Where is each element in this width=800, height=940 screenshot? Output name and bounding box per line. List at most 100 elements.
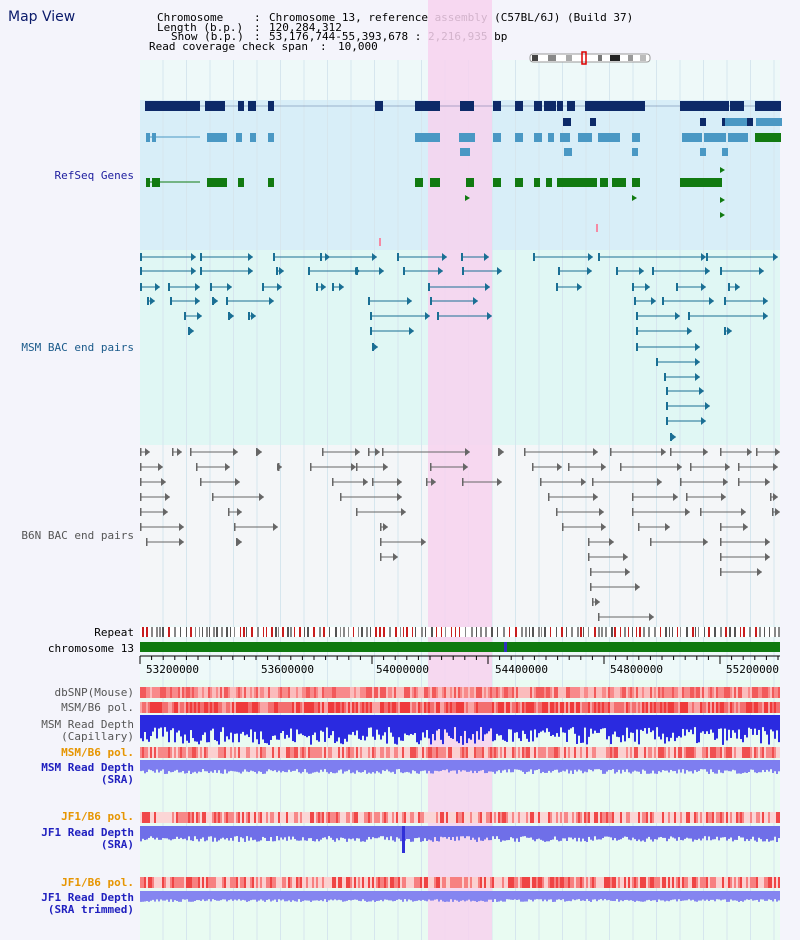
heat-cell bbox=[404, 877, 406, 888]
repeat-element bbox=[541, 627, 542, 637]
repeat-element bbox=[734, 627, 736, 637]
heat-cell bbox=[434, 877, 436, 888]
depth-bar bbox=[284, 891, 286, 902]
heat-cell bbox=[308, 877, 310, 888]
heat-cell bbox=[220, 747, 222, 758]
depth-bar bbox=[318, 891, 320, 901]
heat-cell bbox=[176, 877, 178, 888]
depth-bar bbox=[398, 826, 400, 839]
track-label-refseq[interactable]: RefSeq Genes bbox=[54, 169, 134, 182]
depth-bar bbox=[726, 891, 728, 902]
depth-bar bbox=[316, 715, 318, 741]
depth-bar bbox=[592, 826, 594, 841]
depth-bar bbox=[594, 826, 596, 837]
heat-cell bbox=[234, 687, 236, 698]
heat-cell bbox=[154, 702, 156, 713]
depth-bar bbox=[358, 760, 360, 773]
depth-bar bbox=[474, 715, 476, 744]
depth-bar bbox=[506, 715, 508, 742]
track-label-msm-depth-cap[interactable]: MSM Read Depth bbox=[41, 718, 134, 731]
heat-cell bbox=[454, 747, 456, 758]
track-label-msm-b6-pol[interactable]: MSM/B6 pol. bbox=[61, 701, 134, 714]
track-label-jf1-b6-pol-2[interactable]: JF1/B6 pol. bbox=[61, 876, 134, 889]
bac-end-arrow bbox=[765, 553, 770, 561]
repeat-element bbox=[441, 627, 442, 637]
heat-cell bbox=[212, 812, 214, 823]
heat-cell bbox=[528, 877, 530, 888]
depth-bar bbox=[294, 891, 296, 902]
track-label-b6n-bac[interactable]: B6N BAC end pairs bbox=[21, 529, 134, 542]
depth-bar bbox=[716, 715, 718, 739]
depth-bar bbox=[622, 715, 624, 736]
depth-bar bbox=[258, 826, 260, 842]
heat-cell bbox=[576, 702, 578, 713]
depth-bar bbox=[754, 891, 756, 901]
track-label-msm-depth-sra[interactable]: MSM Read Depth bbox=[41, 761, 134, 774]
repeat-element bbox=[159, 627, 161, 637]
track-label-msm-bac[interactable]: MSM BAC end pairs bbox=[21, 341, 134, 354]
heat-cell bbox=[760, 687, 762, 698]
heat-cell bbox=[626, 702, 628, 713]
heat-cell bbox=[460, 812, 462, 823]
depth-bar bbox=[550, 715, 552, 737]
heat-cell bbox=[740, 877, 742, 888]
heat-cell bbox=[322, 687, 324, 698]
heat-cell bbox=[518, 687, 520, 698]
heat-cell bbox=[576, 877, 578, 888]
depth-bar bbox=[546, 826, 548, 842]
heat-cell bbox=[656, 812, 658, 823]
depth-bar bbox=[666, 715, 668, 738]
depth-bar bbox=[382, 715, 384, 736]
depth-bar bbox=[314, 826, 316, 842]
track-label-chromosome[interactable]: chromosome 13 bbox=[47, 642, 134, 655]
track-label-jf1-depth-trim[interactable]: JF1 Read Depth bbox=[41, 891, 134, 904]
bac-end-arrow bbox=[351, 463, 356, 471]
heat-cell bbox=[630, 877, 632, 888]
highlight-region bbox=[428, 0, 492, 940]
heat-cell bbox=[632, 687, 634, 698]
heat-cell bbox=[562, 812, 564, 823]
track-label-dbsnp[interactable]: dbSNP(Mouse) bbox=[54, 686, 134, 699]
heat-cell bbox=[454, 812, 456, 823]
track-label-jf1-depth[interactable]: JF1 Read Depth bbox=[41, 826, 134, 839]
depth-bar bbox=[612, 760, 614, 770]
heat-cell bbox=[432, 877, 434, 888]
heat-cell bbox=[718, 812, 720, 823]
track-label-jf1-b6-pol[interactable]: JF1/B6 pol. bbox=[61, 810, 134, 823]
heat-cell bbox=[264, 687, 266, 698]
depth-bar bbox=[726, 760, 728, 771]
heat-cell bbox=[402, 702, 404, 713]
heat-cell bbox=[140, 747, 142, 758]
track-label-msm-b6-pol-2[interactable]: MSM/B6 pol. bbox=[61, 746, 134, 759]
gene-exon bbox=[567, 101, 575, 111]
depth-bar bbox=[686, 715, 688, 730]
gene-exon bbox=[704, 101, 729, 111]
heat-cell bbox=[278, 747, 280, 758]
heat-cell bbox=[768, 702, 770, 713]
heat-cell bbox=[354, 687, 356, 698]
heat-cell bbox=[740, 747, 742, 758]
depth-bar bbox=[274, 760, 276, 771]
heat-cell bbox=[556, 687, 558, 698]
depth-bar bbox=[728, 760, 730, 772]
depth-bar bbox=[504, 826, 506, 841]
repeat-element bbox=[287, 627, 289, 637]
heat-cell bbox=[146, 702, 148, 713]
repeat-element bbox=[509, 627, 510, 637]
track-label-repeat[interactable]: Repeat bbox=[94, 626, 134, 639]
depth-bar bbox=[472, 760, 474, 774]
bac-end-arrow bbox=[499, 448, 504, 456]
depth-bar bbox=[496, 760, 498, 772]
depth-bar bbox=[558, 826, 560, 842]
heat-cell bbox=[552, 702, 554, 713]
heat-cell bbox=[296, 687, 298, 698]
heat-cell bbox=[608, 812, 610, 823]
bac-end bbox=[662, 297, 664, 305]
bac-end-arrow bbox=[237, 538, 242, 546]
heat-cell bbox=[710, 687, 712, 698]
heat-cell bbox=[682, 812, 684, 823]
heat-cell bbox=[580, 877, 582, 888]
heat-cell bbox=[236, 812, 238, 823]
depth-bar bbox=[290, 715, 292, 729]
